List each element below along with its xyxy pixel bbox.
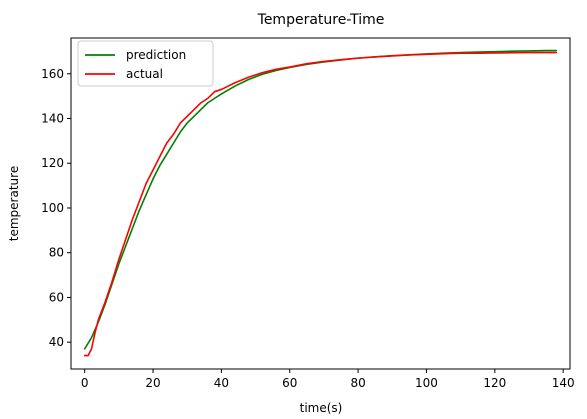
y-tick-label: 140 xyxy=(41,112,64,126)
x-axis-label: time(s) xyxy=(300,401,343,415)
y-tick-label: 160 xyxy=(41,67,64,81)
x-tick-label: 100 xyxy=(415,376,438,390)
y-axis-ticks: 40 60 80 100 120 140 160 xyxy=(41,67,71,349)
legend-label-prediction: prediction xyxy=(126,48,186,62)
plot-frame xyxy=(70,37,571,370)
chart-title: Temperature-Time xyxy=(257,12,385,28)
x-tick-label: 0 xyxy=(81,376,89,390)
y-tick-label: 120 xyxy=(41,156,64,170)
y-tick-label: 80 xyxy=(49,246,64,260)
legend: prediction actual xyxy=(77,40,214,87)
x-tick-label: 60 xyxy=(282,376,297,390)
y-axis-label: temperature xyxy=(7,166,21,241)
x-axis-ticks: 0 20 40 60 80 100 120 140 xyxy=(81,369,575,390)
x-tick-label: 120 xyxy=(483,376,506,390)
y-tick-label: 40 xyxy=(49,335,64,349)
series-line-actual xyxy=(83,51,558,357)
y-tick-label: 100 xyxy=(41,201,64,215)
x-tick-label: 140 xyxy=(552,376,575,390)
plot-area xyxy=(83,49,558,357)
x-tick-label: 40 xyxy=(214,376,229,390)
legend-label-actual: actual xyxy=(126,67,163,81)
x-tick-label: 80 xyxy=(350,376,365,390)
x-tick-label: 20 xyxy=(145,376,160,390)
y-tick-label: 60 xyxy=(49,290,64,304)
